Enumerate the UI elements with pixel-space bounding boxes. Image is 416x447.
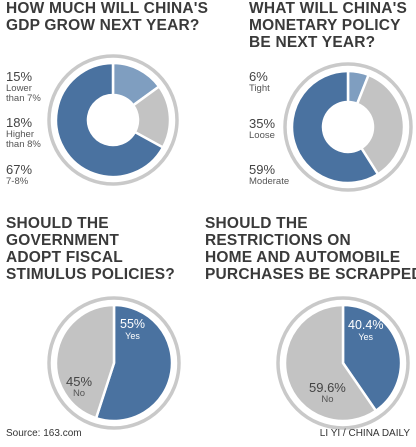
fiscal-stimulus-panel: SHOULD THE GOVERNMENT ADOPT FISCAL STIMU… — [6, 215, 206, 430]
monetary-policy-panel: WHAT WILL CHINA'S MONETARY POLICY BE NEX… — [249, 0, 416, 205]
monetary-tight-value: 6% — [249, 69, 268, 84]
pie-slice-2 — [290, 69, 380, 185]
restrictions-panel: SHOULD THE RESTRICTIONS ON HOME AND AUTO… — [205, 215, 416, 430]
restrictions-no-value: 59.6% — [309, 380, 346, 395]
fiscal-stimulus-donut — [47, 296, 181, 430]
monetary-moderate-value: 59% — [249, 162, 276, 177]
gdp-higher-than-8-label: 18% Higher than 8% — [6, 116, 41, 150]
monetary-policy-donut — [283, 62, 413, 192]
pie-slice-2 — [54, 61, 165, 179]
source-credit: Source: 163.com — [6, 428, 82, 439]
gdp-higher-than-8-text: Higher than 8% — [6, 129, 41, 150]
gdp-7-8-value: 67% — [6, 162, 33, 177]
monetary-loose-label: 35% Loose — [249, 117, 275, 141]
restrictions-no-text: No — [321, 394, 334, 405]
monetary-policy-title: WHAT WILL CHINA'S MONETARY POLICY BE NEX… — [249, 0, 408, 51]
monetary-loose-value: 35% — [249, 116, 276, 131]
gdp-lower-than-7-label: 15% Lower than 7% — [6, 70, 41, 104]
monetary-tight-text: Tight — [249, 83, 270, 94]
fiscal-no-text: No — [72, 388, 86, 399]
restrictions-yes-label: 40.4% Yes — [348, 318, 383, 342]
pie-slice-1 — [54, 303, 116, 420]
fiscal-no-value: 45% — [66, 374, 93, 389]
outer-ring — [47, 54, 179, 186]
fiscal-yes-value: 55% — [120, 317, 146, 331]
pie-slice-0 — [341, 303, 403, 413]
gdp-growth-title: HOW MUCH WILL CHINA'S GDP GROW NEXT YEAR… — [6, 0, 209, 34]
fiscal-stimulus-title: SHOULD THE GOVERNMENT ADOPT FISCAL STIMU… — [6, 215, 175, 283]
restrictions-title: SHOULD THE RESTRICTIONS ON HOME AND AUTO… — [205, 215, 416, 283]
gdp-lower-than-7-text: Lower than 7% — [6, 83, 41, 104]
monetary-tight-label: 6% Tight — [249, 70, 270, 94]
gdp-growth-donut — [47, 54, 179, 186]
author-credit: LI YI / CHINA DAILY — [319, 428, 410, 439]
pie-slice-1 — [355, 73, 406, 177]
fiscal-yes-label: 55% Yes — [120, 317, 145, 341]
monetary-loose-text: Loose — [249, 130, 275, 141]
gdp-7-8-text: 7-8% — [6, 176, 29, 187]
outer-ring — [283, 62, 413, 192]
gdp-higher-than-8-value: 18% — [6, 115, 33, 130]
gdp-7-8-label: 67% 7-8% — [6, 163, 32, 187]
monetary-moderate-text: Moderate — [249, 176, 290, 187]
gdp-growth-panel: HOW MUCH WILL CHINA'S GDP GROW NEXT YEAR… — [6, 0, 209, 205]
restrictions-donut — [276, 296, 410, 430]
fiscal-no-label: 45% No — [66, 375, 92, 399]
restrictions-yes-text: Yes — [358, 332, 374, 342]
gdp-lower-than-7-value: 15% — [6, 69, 33, 84]
monetary-moderate-label: 59% Moderate — [249, 163, 289, 187]
outer-ring — [276, 296, 410, 430]
restrictions-yes-value: 40.4% — [348, 318, 384, 332]
fiscal-yes-text: Yes — [125, 331, 140, 341]
outer-ring — [47, 296, 181, 430]
pie-slice-1 — [283, 303, 378, 423]
restrictions-no-label: 59.6% No — [309, 381, 346, 405]
